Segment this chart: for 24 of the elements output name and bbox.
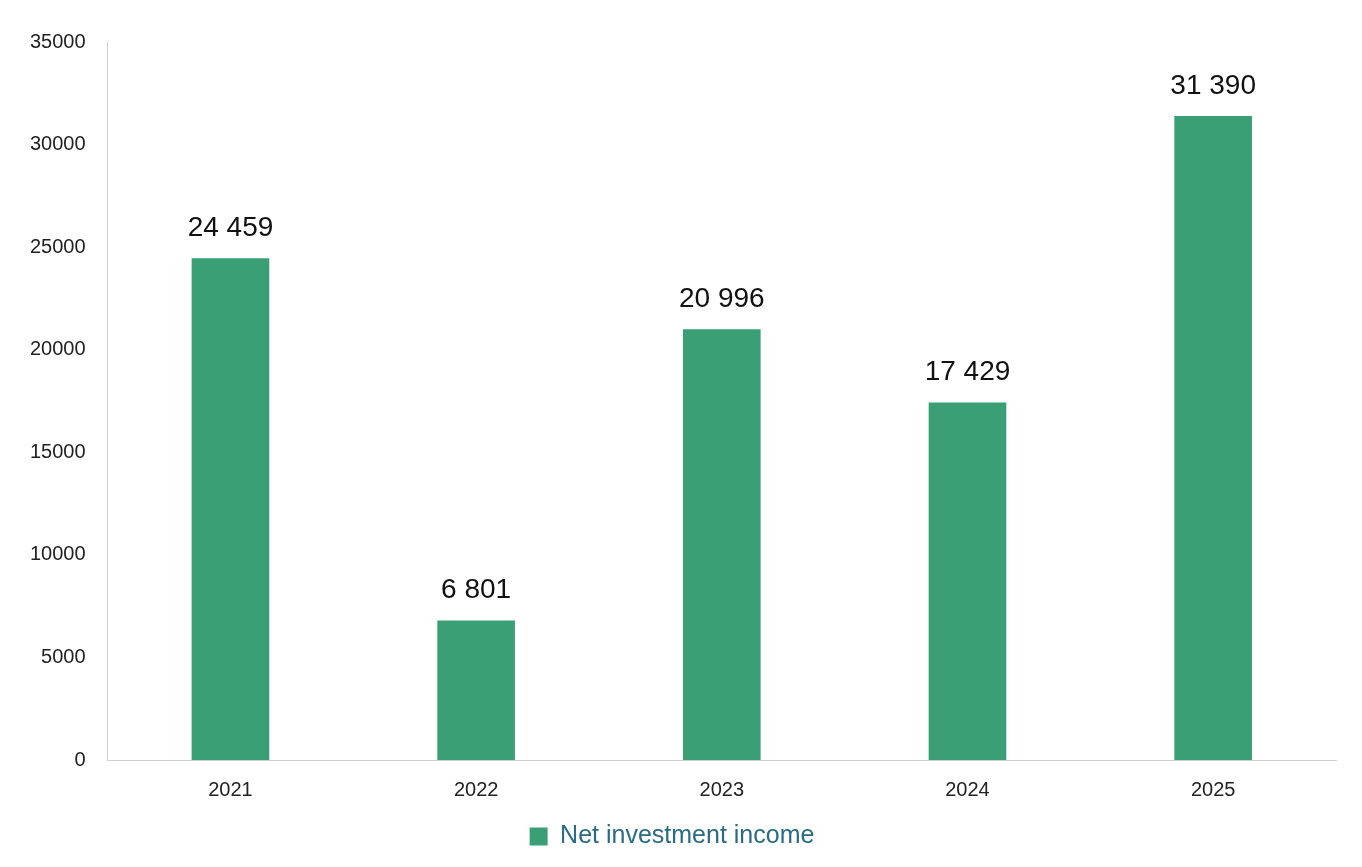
x-tick-label: 2025 <box>1190 777 1236 800</box>
bar <box>437 620 515 760</box>
bar <box>682 329 761 760</box>
data-label: 17 429 <box>924 355 1011 387</box>
y-tick-label: 35000 <box>29 29 86 52</box>
y-tick-label: 15000 <box>29 439 86 462</box>
data-label: 31 390 <box>1170 68 1256 100</box>
y-tick-label: 25000 <box>29 234 86 257</box>
legend-label: Net investment income <box>560 820 815 849</box>
x-tick-label: 2021 <box>208 777 253 800</box>
x-tick-label: 2022 <box>453 777 499 800</box>
bar <box>191 258 270 760</box>
bar <box>1174 116 1252 760</box>
y-tick-label: 10000 <box>29 542 86 565</box>
y-tick-label: 30000 <box>29 132 86 155</box>
x-tick-label: 2024 <box>945 777 990 800</box>
bar <box>928 402 1007 760</box>
y-tick-label: 20000 <box>29 337 86 360</box>
data-label: 20 996 <box>678 282 765 313</box>
y-tick-label: 5000 <box>41 644 86 667</box>
y-tick-label: 0 <box>74 747 86 770</box>
data-label: 24 459 <box>187 210 274 242</box>
data-label: 6 801 <box>441 573 512 605</box>
x-tick-label: 2023 <box>699 777 745 800</box>
